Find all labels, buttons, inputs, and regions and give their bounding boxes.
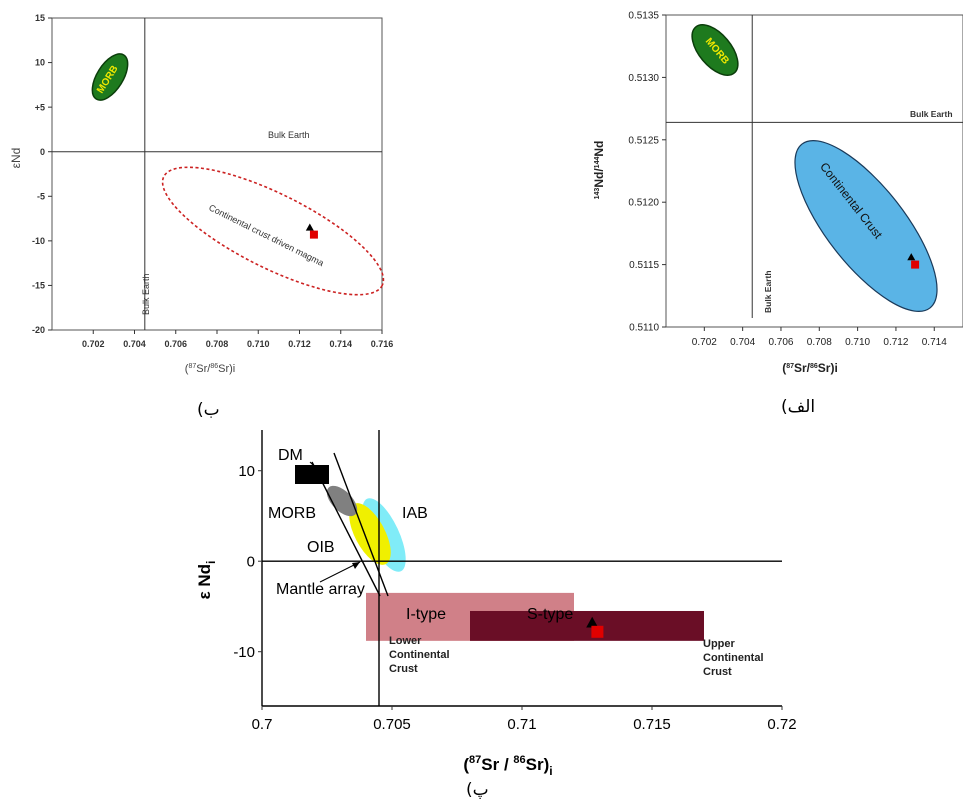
- mantle-array-label: Mantle array: [276, 581, 365, 598]
- y-tick-label: -5: [37, 191, 45, 201]
- x-tick-label: 0.708: [807, 337, 832, 348]
- oib-field: [349, 503, 391, 565]
- mantle-array-label-line1: Mantle array: [276, 581, 365, 598]
- y-tick-label: 15: [35, 13, 45, 23]
- chart-right: 0.5135 0.5130 0.5125 0.5120 0.5115 0.5110 0.7…: [592, 11, 963, 375]
- y-tick-label: +5: [35, 102, 45, 112]
- plot-frame-left: [51, 17, 383, 331]
- morb-label-bottom: MORB: [268, 505, 316, 522]
- x-axis-title-left: (87Sr/86Sr)i: [185, 363, 235, 375]
- x-tick-label: 0.712: [883, 337, 908, 348]
- oib-label: OIB: [307, 539, 335, 556]
- y-tick-label: -20: [32, 325, 45, 335]
- x-tick-label: 0.712: [288, 339, 311, 349]
- y-tick-label: 0.5130: [628, 73, 659, 84]
- x-tick-label: 0.706: [768, 337, 793, 348]
- continental-crust-field: [794, 140, 938, 312]
- plot-frame-right: [665, 14, 963, 328]
- continental-crust-magma-label: Continental crust driven magma: [207, 202, 325, 268]
- chart-left: 15 10 +5 0 -5 -10 -15 -20 0.702 0.704 0.706 0.708 0…: [9, 13, 394, 375]
- panel-label-bottom: پ): [466, 780, 489, 800]
- y-tick-label: 0.5115: [629, 260, 659, 271]
- y-tick-label: 0: [247, 553, 255, 570]
- s-type-field: [470, 610, 704, 641]
- x-tick-label: 0.71: [507, 716, 536, 733]
- bulk-earth-label-vertical: Bulk Earth: [763, 270, 773, 313]
- x-tick-label: 0.705: [373, 716, 411, 733]
- x-tick-label: 0.710: [845, 337, 870, 348]
- y-tick-label: 0.5110: [629, 323, 659, 334]
- upper-crust-label-2: Continental: [703, 652, 764, 664]
- x-tick-label: 0.72: [767, 716, 796, 733]
- sample-point-triangle: [907, 253, 916, 261]
- sample-point-square: [309, 230, 318, 239]
- x-tick-label: 0.704: [730, 337, 755, 348]
- panel-label-right: الف): [781, 397, 816, 417]
- y-tick-label: 0.5120: [628, 198, 659, 209]
- sample-point-triangle: [586, 616, 599, 628]
- panel-label-left: ب): [197, 400, 220, 420]
- morb-field-bottom: [326, 485, 358, 517]
- bulk-earth-label-horizontal: Bulk Earth: [910, 109, 953, 119]
- x-tick-label: 0.7: [252, 716, 273, 733]
- sample-point-square: [911, 260, 920, 269]
- y-tick-label: 0: [40, 147, 45, 157]
- y-axis-title-left: εNd: [9, 148, 23, 169]
- bulk-earth-label-horizontal: Bulk Earth: [268, 130, 310, 140]
- y-tick-label: 10: [238, 463, 255, 480]
- y-axis-title-right: 143Nd/144Nd: [592, 141, 606, 200]
- x-tick-label: 0.702: [82, 339, 105, 349]
- y-tick-label: 0.5135: [628, 11, 659, 22]
- i-type-label: I-type: [406, 606, 446, 623]
- morb-field: [91, 53, 129, 101]
- s-type-label: S-type: [527, 606, 573, 623]
- x-tick-label: 0.710: [247, 339, 270, 349]
- y-tick-label: 10: [35, 58, 45, 68]
- x-tick-label: 0.706: [164, 339, 187, 349]
- x-tick-label: 0.716: [371, 339, 394, 349]
- morb-field: [691, 24, 739, 76]
- x-tick-label: 0.714: [329, 339, 352, 349]
- lower-crust-label-3: Crust: [389, 663, 418, 675]
- lower-crust-label-1: Lower: [389, 635, 422, 647]
- x-tick-label: 0.715: [633, 716, 671, 733]
- x-tick-label: 0.704: [123, 339, 146, 349]
- x-tick-label: 0.714: [922, 337, 947, 348]
- x-axis-title-bottom: (87Sr / 86Sr)i: [463, 754, 552, 778]
- y-tick-label: 0.5125: [628, 135, 659, 146]
- y-axis-title-bottom: ε Ndi: [195, 561, 218, 600]
- sample-point-square: [591, 625, 604, 638]
- dm-label: DM: [278, 447, 303, 464]
- chart-bottom: 10 0 -10 0.7 0.705 0.71 0.715 0.72 DM MORB OIB…: [195, 430, 797, 778]
- bulk-earth-label-vertical: Bulk Earth: [141, 273, 151, 315]
- y-tick-label: -10: [233, 644, 255, 661]
- iab-label: IAB: [402, 505, 428, 522]
- x-axis-title-right: (87Sr/86Sr)i: [782, 361, 838, 375]
- y-tick-label: -10: [32, 236, 45, 246]
- dm-leader-line: [309, 461, 319, 471]
- lower-crust-label-2: Continental: [389, 649, 450, 661]
- x-tick-label: 0.702: [692, 337, 717, 348]
- upper-crust-label-1: Upper: [703, 638, 736, 650]
- dm-field: [295, 465, 329, 484]
- upper-crust-label-3: Crust: [703, 666, 732, 678]
- mantle-array-line-lower: [311, 461, 381, 597]
- continental-crust-magma-field: [161, 166, 385, 296]
- mantle-array-arrowhead: [352, 562, 360, 569]
- x-tick-label: 0.708: [206, 339, 229, 349]
- y-tick-label: -15: [32, 281, 45, 291]
- sample-point-triangle: [305, 223, 314, 231]
